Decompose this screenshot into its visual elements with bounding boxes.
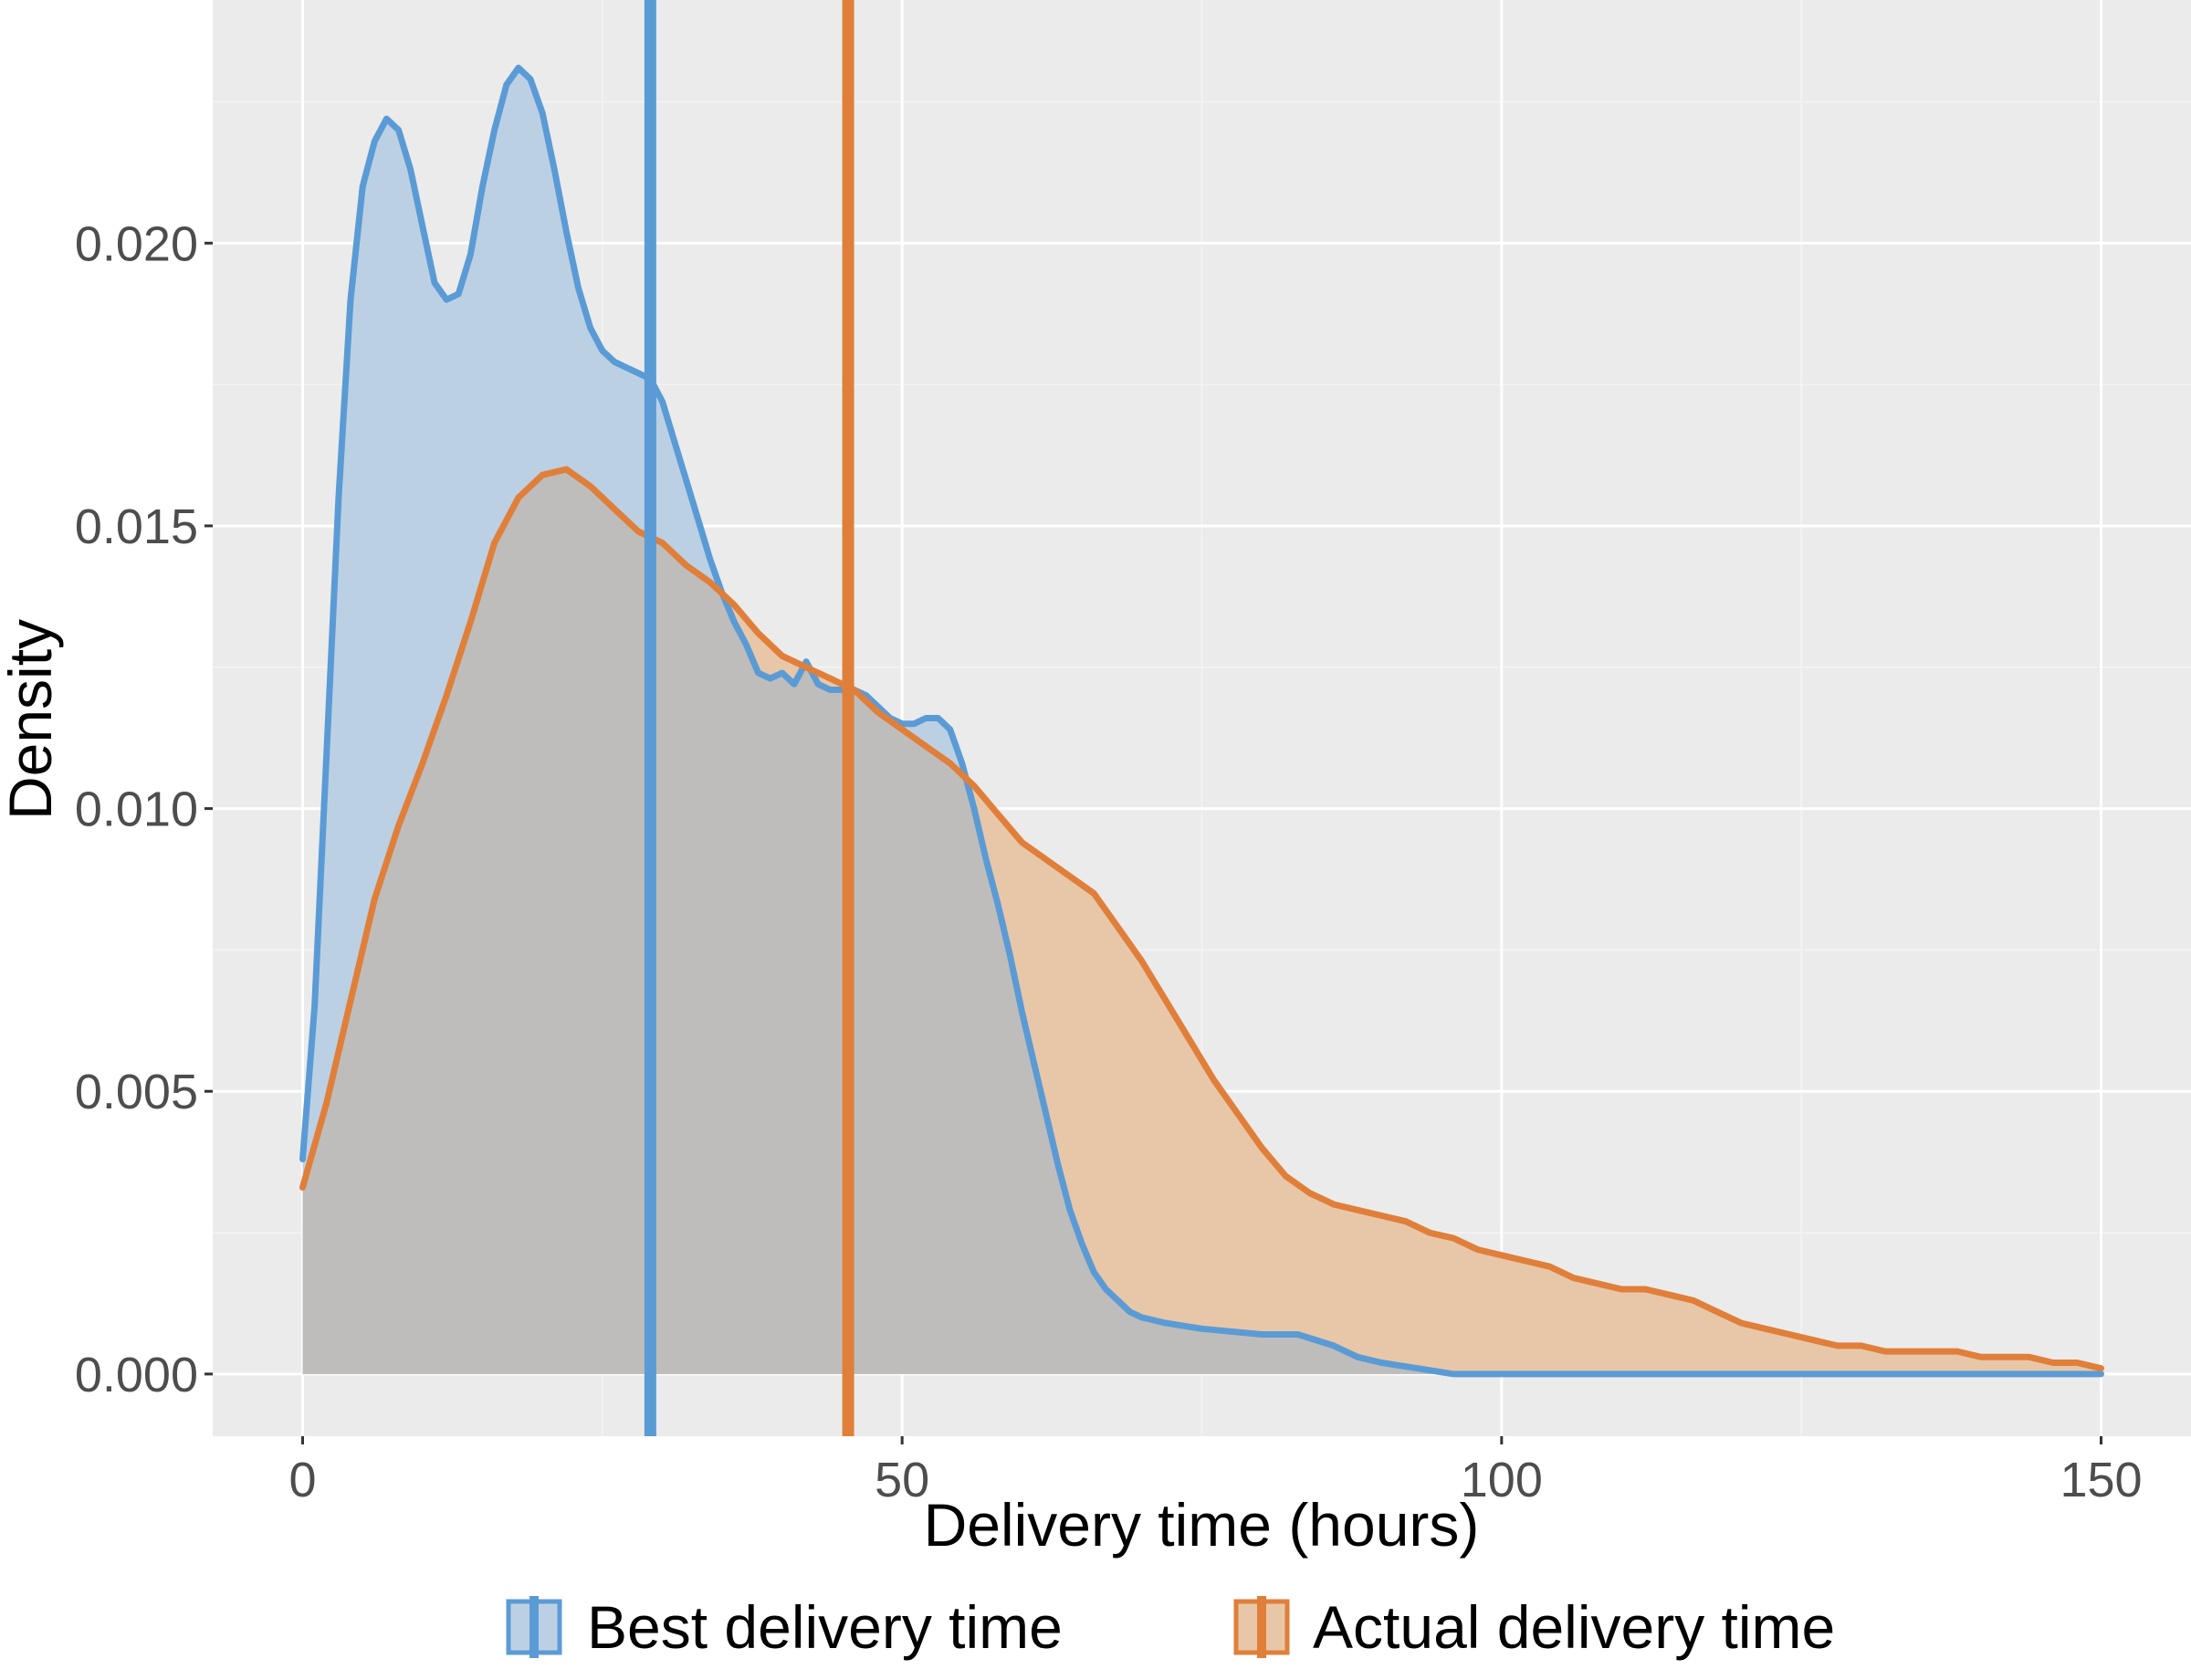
density-curves [299, 64, 2104, 1378]
x-tick-label: 0 [288, 1453, 316, 1507]
y-tick-label: 0.010 [75, 782, 198, 837]
legend-key-best [506, 1596, 562, 1658]
x-tick-label: 50 [875, 1453, 929, 1507]
x-tick-label: 100 [1461, 1453, 1543, 1507]
y-tick-label: 0.015 [75, 499, 198, 554]
x-tick-label: 150 [2060, 1453, 2142, 1507]
mean-lines [644, 0, 854, 1436]
legend-key-actual [1233, 1596, 1290, 1658]
y-axis-ticks: 0.000 0.005 0.010 0.015 0.020 [75, 216, 213, 1402]
y-tick-label: 0.020 [75, 216, 198, 271]
legend-label-best: Best delivery time [587, 1593, 1063, 1661]
density-line-actual [299, 466, 2104, 1372]
x-axis-ticks: 0 50 100 150 [288, 1436, 2143, 1507]
legend-label-actual: Actual delivery time [1313, 1593, 1835, 1661]
density-overlap-area [302, 469, 2102, 1374]
density-areas [302, 68, 2102, 1374]
legend: Best delivery time Actual delivery time [506, 1593, 1835, 1661]
y-axis-title: Density [0, 619, 64, 820]
y-tick-label: 0.000 [75, 1348, 198, 1402]
y-tick-label: 0.005 [75, 1065, 198, 1119]
x-axis-title: Delivery time (hours) [924, 1491, 1480, 1559]
